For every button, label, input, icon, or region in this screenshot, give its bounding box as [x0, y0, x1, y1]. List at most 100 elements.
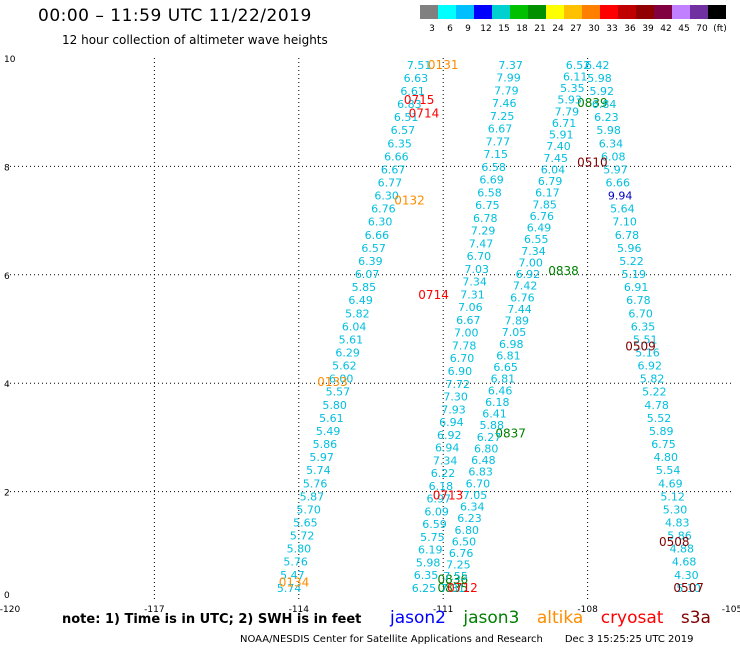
- wave-height-value: 6.80: [454, 524, 479, 537]
- wave-height-value: 6.67: [456, 314, 481, 327]
- scale-swatch: [474, 5, 492, 19]
- wave-height-value: 7.72: [446, 378, 471, 391]
- x-tick-label: -114: [289, 605, 310, 612]
- wave-height-value: 5.19: [622, 268, 647, 281]
- pass-time-label: 0715: [404, 93, 435, 107]
- wave-height-value: 7.29: [471, 225, 496, 238]
- wave-height-value: 7.06: [458, 301, 483, 314]
- wave-height-value: 4.68: [672, 556, 697, 569]
- scale-label: 27: [570, 24, 581, 34]
- x-tick-label: -105: [722, 605, 740, 612]
- pass-time-label: 0836: [438, 573, 469, 587]
- wave-height-value: 6.30: [374, 190, 399, 203]
- wave-height-value: 6.94: [439, 416, 464, 429]
- wave-height-value: 6.34: [599, 137, 624, 150]
- wave-height-value: 6.79: [538, 175, 563, 188]
- wave-height-value: 5.57: [326, 386, 351, 399]
- y-tick-label: 4: [4, 380, 10, 390]
- scale-label: 24: [552, 24, 564, 34]
- wave-height-value: 5.76: [283, 556, 308, 569]
- wave-height-value: 6.04: [541, 163, 566, 176]
- wave-height-value: 6.46: [488, 384, 513, 397]
- wave-height-value: 6.58: [477, 186, 502, 199]
- wave-height-value: 6.66: [384, 150, 409, 163]
- pass-time-label: 0133: [317, 375, 348, 389]
- scale-swatch: [600, 5, 618, 19]
- scale-swatch: [618, 5, 636, 19]
- wave-height-value: 5.97: [603, 163, 628, 176]
- wave-height-value: 6.63: [404, 72, 429, 85]
- wave-height-value: 6.81: [496, 349, 521, 362]
- scale-label: 12: [480, 24, 491, 34]
- y-tick-label: 2: [4, 489, 10, 499]
- wave-height-value: 6.76: [530, 210, 555, 223]
- wave-height-value: 7.79: [494, 84, 519, 97]
- wave-height-value: 6.78: [473, 212, 498, 225]
- scale-swatch: [438, 5, 456, 19]
- wave-height-value: 6.77: [378, 177, 403, 190]
- pass-time-label: 0510: [577, 155, 608, 169]
- wave-height-value: 7.10: [612, 216, 637, 229]
- wave-height-value: 6.22: [431, 467, 456, 480]
- wave-height-value: 7.34: [521, 245, 546, 258]
- scale-swatch: [636, 5, 654, 19]
- pass-time-label: 0714: [409, 107, 440, 121]
- pass-time-label: 0837: [495, 426, 526, 440]
- wave-height-value: 5.91: [549, 129, 574, 142]
- wave-height-value: 6.84: [592, 98, 617, 111]
- wave-height-value: 5.22: [642, 386, 667, 399]
- wave-height-value: 6.35: [387, 137, 412, 150]
- wave-height-value: 7.25: [490, 110, 515, 123]
- scale-label: 39: [642, 24, 654, 34]
- wave-height-value: 6.17: [535, 187, 560, 200]
- wave-height-value: 5.98: [596, 124, 621, 137]
- wave-height-value: 6.76: [371, 203, 396, 216]
- scale-swatch: [492, 5, 510, 19]
- pass-time-label: 0835: [438, 581, 469, 595]
- scale-label: 45: [678, 24, 689, 34]
- wave-height-value: 6.90: [448, 365, 473, 378]
- wave-height-value: 6.83: [468, 466, 493, 479]
- wave-height-value: 5.93: [557, 94, 582, 107]
- wave-height-value: 5.92: [590, 85, 615, 98]
- wave-height-value: 5.22: [619, 255, 644, 268]
- wave-height-value: 6.51: [394, 111, 419, 124]
- scale-label: 6: [447, 24, 453, 34]
- wave-height-value: 6.50: [452, 535, 477, 548]
- satellite-altika: altika: [536, 608, 584, 628]
- scale-label: 18: [516, 24, 528, 34]
- wave-height-value: 6.18: [429, 480, 454, 493]
- chart-title: 00:00 – 11:59 UTC 11/22/2019: [38, 6, 312, 26]
- wave-height-value: 5.65: [293, 516, 318, 529]
- wave-height-value: 6.48: [471, 454, 496, 467]
- wave-height-value: 4.30: [674, 569, 699, 582]
- scale-swatch: [456, 5, 474, 19]
- wave-height-value: 5.80: [287, 543, 312, 556]
- wave-height-value: 6.70: [467, 250, 492, 263]
- scale-label: 15: [498, 24, 509, 34]
- timestamp: Dec 3 15:25:25 UTC 2019: [564, 634, 694, 645]
- note-text: note: 1) Time is in UTC; 2) SWH is in fe…: [62, 612, 362, 627]
- scale-label: 42: [660, 24, 671, 34]
- wave-height-value: 6.81: [491, 373, 516, 386]
- wave-height-value: 6.66: [365, 229, 390, 242]
- scale-label: 70: [696, 24, 708, 34]
- wave-height-value: 6.75: [475, 199, 500, 212]
- wave-height-value: 9.94: [608, 190, 633, 203]
- wave-height-chart: -120 -117 -114 -111 -108 -10502468105.745.475…: [0, 55, 740, 612]
- wave-height-value: 6.92: [516, 268, 541, 281]
- wave-height-value: 6.09: [424, 505, 449, 518]
- wave-height-value: 7.42: [513, 280, 538, 293]
- wave-height-value: 5.82: [345, 307, 370, 320]
- wave-height-value: 6.34: [460, 501, 485, 514]
- pass-time-label: 0838: [548, 264, 579, 278]
- wave-height-value: 6.42: [585, 59, 610, 72]
- wave-height-value: 7.40: [546, 140, 571, 153]
- wave-height-value: 6.98: [499, 338, 524, 351]
- wave-height-value: 7.51: [407, 59, 432, 72]
- satellite-jason3: jason3: [463, 608, 520, 628]
- wave-height-value: 6.94: [435, 442, 460, 455]
- wave-height-value: 7.34: [462, 276, 487, 289]
- y-tick-label: 8: [4, 163, 10, 173]
- scale-swatch: [546, 5, 564, 19]
